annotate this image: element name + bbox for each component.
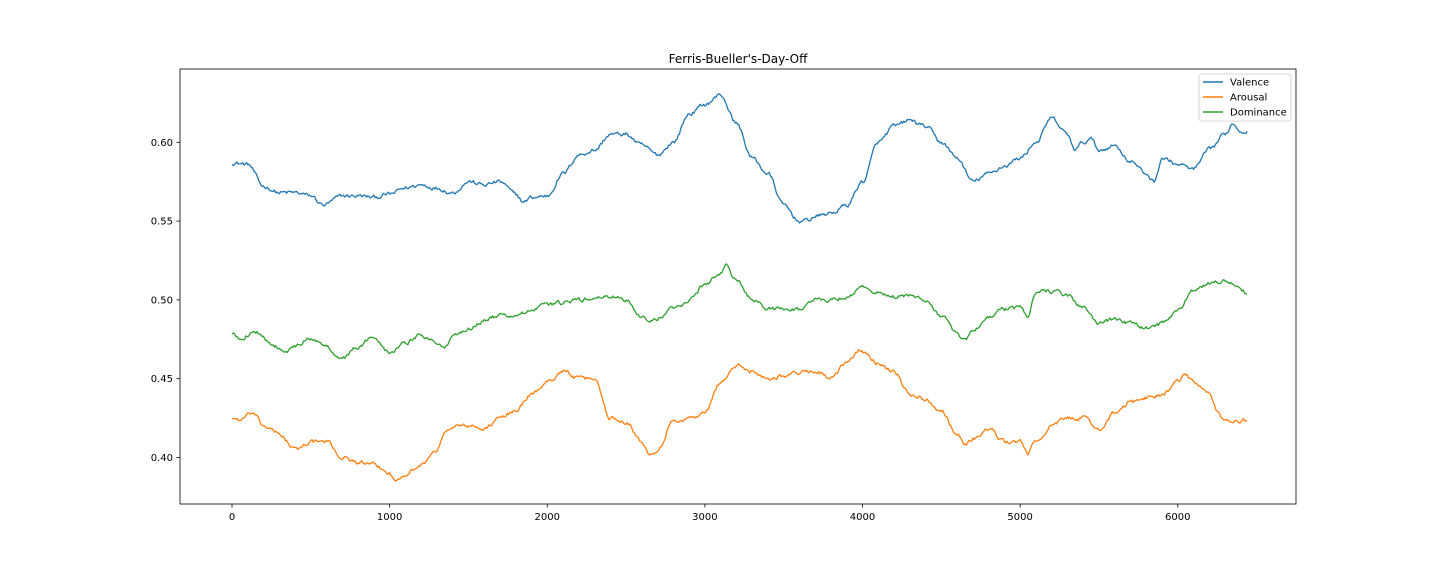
x-tick-label: 5000 [1007,512,1032,523]
y-tick-label: 0.50 [151,295,173,306]
chart-title: Ferris-Bueller's-Day-Off [669,52,808,66]
x-tick-label: 2000 [535,512,560,523]
x-axis: 0 1000 2000 3000 4000 5000 6000 [229,504,1191,523]
series-line-arousal [231,349,1248,482]
x-tick-label: 6000 [1165,512,1190,523]
y-tick-label: 0.60 [151,138,173,149]
y-axis: 0.40 0.45 0.50 0.55 0.60 [151,138,180,464]
plot-frame [179,68,1297,505]
y-tick-label: 0.40 [151,453,173,464]
legend-box [1198,73,1292,122]
x-tick-label: 3000 [692,512,717,523]
legend-label-valence: Valence [1230,78,1269,89]
series-line-dominance [231,263,1248,360]
x-tick-label: 0 [229,512,235,523]
x-tick-label: 1000 [377,512,402,523]
x-tick-label: 4000 [850,512,875,523]
legend-label-dominance: Dominance [1230,108,1287,119]
series-layer [231,93,1248,482]
series-line-valence [231,93,1248,224]
legend: Valence Arousal Dominance [1198,73,1292,122]
y-tick-label: 0.45 [151,374,173,385]
y-tick-label: 0.55 [151,217,173,228]
legend-label-arousal: Arousal [1230,93,1267,104]
